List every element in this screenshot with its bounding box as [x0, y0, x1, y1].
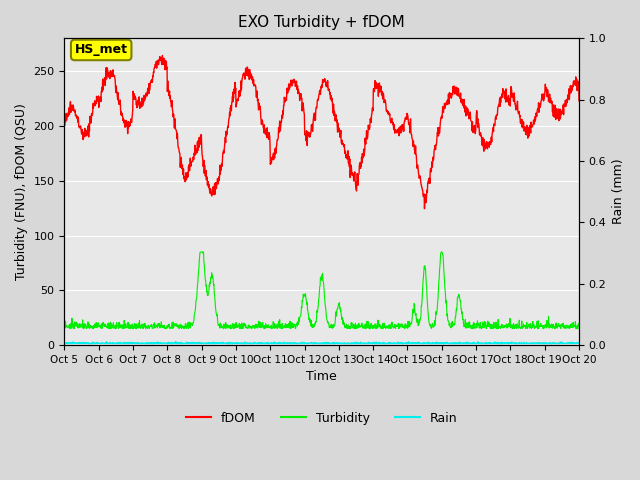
fDOM [175, 149, 183, 155]
fDOM [163, 66, 170, 72]
fDOM [575, 98, 583, 104]
Turbidity [402, 322, 410, 328]
Rain [515, 341, 522, 347]
Legend: fDOM, Turbidity, Rain: fDOM, Turbidity, Rain [181, 407, 462, 430]
fDOM [402, 116, 410, 121]
Turbidity [163, 324, 170, 329]
Turbidity [175, 326, 183, 332]
fDOM [61, 121, 68, 127]
Rain [402, 341, 410, 347]
Line: Rain: Rain [65, 342, 579, 344]
Text: HS_met: HS_met [75, 44, 128, 57]
fDOM [159, 53, 166, 59]
Rain [176, 339, 184, 345]
Rain [469, 340, 477, 346]
Turbidity [233, 324, 241, 329]
Rain [161, 341, 169, 347]
Title: EXO Turbidity + fDOM: EXO Turbidity + fDOM [238, 15, 405, 30]
Rain [172, 339, 179, 345]
Rain [163, 341, 170, 347]
Turbidity [61, 323, 68, 329]
Y-axis label: Turbidity (FNU), fDOM (QSU): Turbidity (FNU), fDOM (QSU) [15, 103, 28, 280]
fDOM [420, 206, 428, 212]
Turbidity [196, 249, 204, 255]
Rain [61, 340, 68, 346]
fDOM [515, 111, 522, 117]
Turbidity [79, 326, 87, 332]
Line: Turbidity: Turbidity [65, 252, 579, 329]
X-axis label: Time: Time [307, 371, 337, 384]
Rain [233, 340, 241, 346]
Turbidity [469, 326, 477, 332]
Rain [575, 340, 583, 346]
fDOM [469, 130, 477, 135]
Y-axis label: Rain (mm): Rain (mm) [612, 159, 625, 225]
fDOM [233, 101, 241, 107]
Turbidity [515, 324, 522, 330]
Line: fDOM: fDOM [65, 56, 579, 209]
Turbidity [575, 323, 583, 329]
